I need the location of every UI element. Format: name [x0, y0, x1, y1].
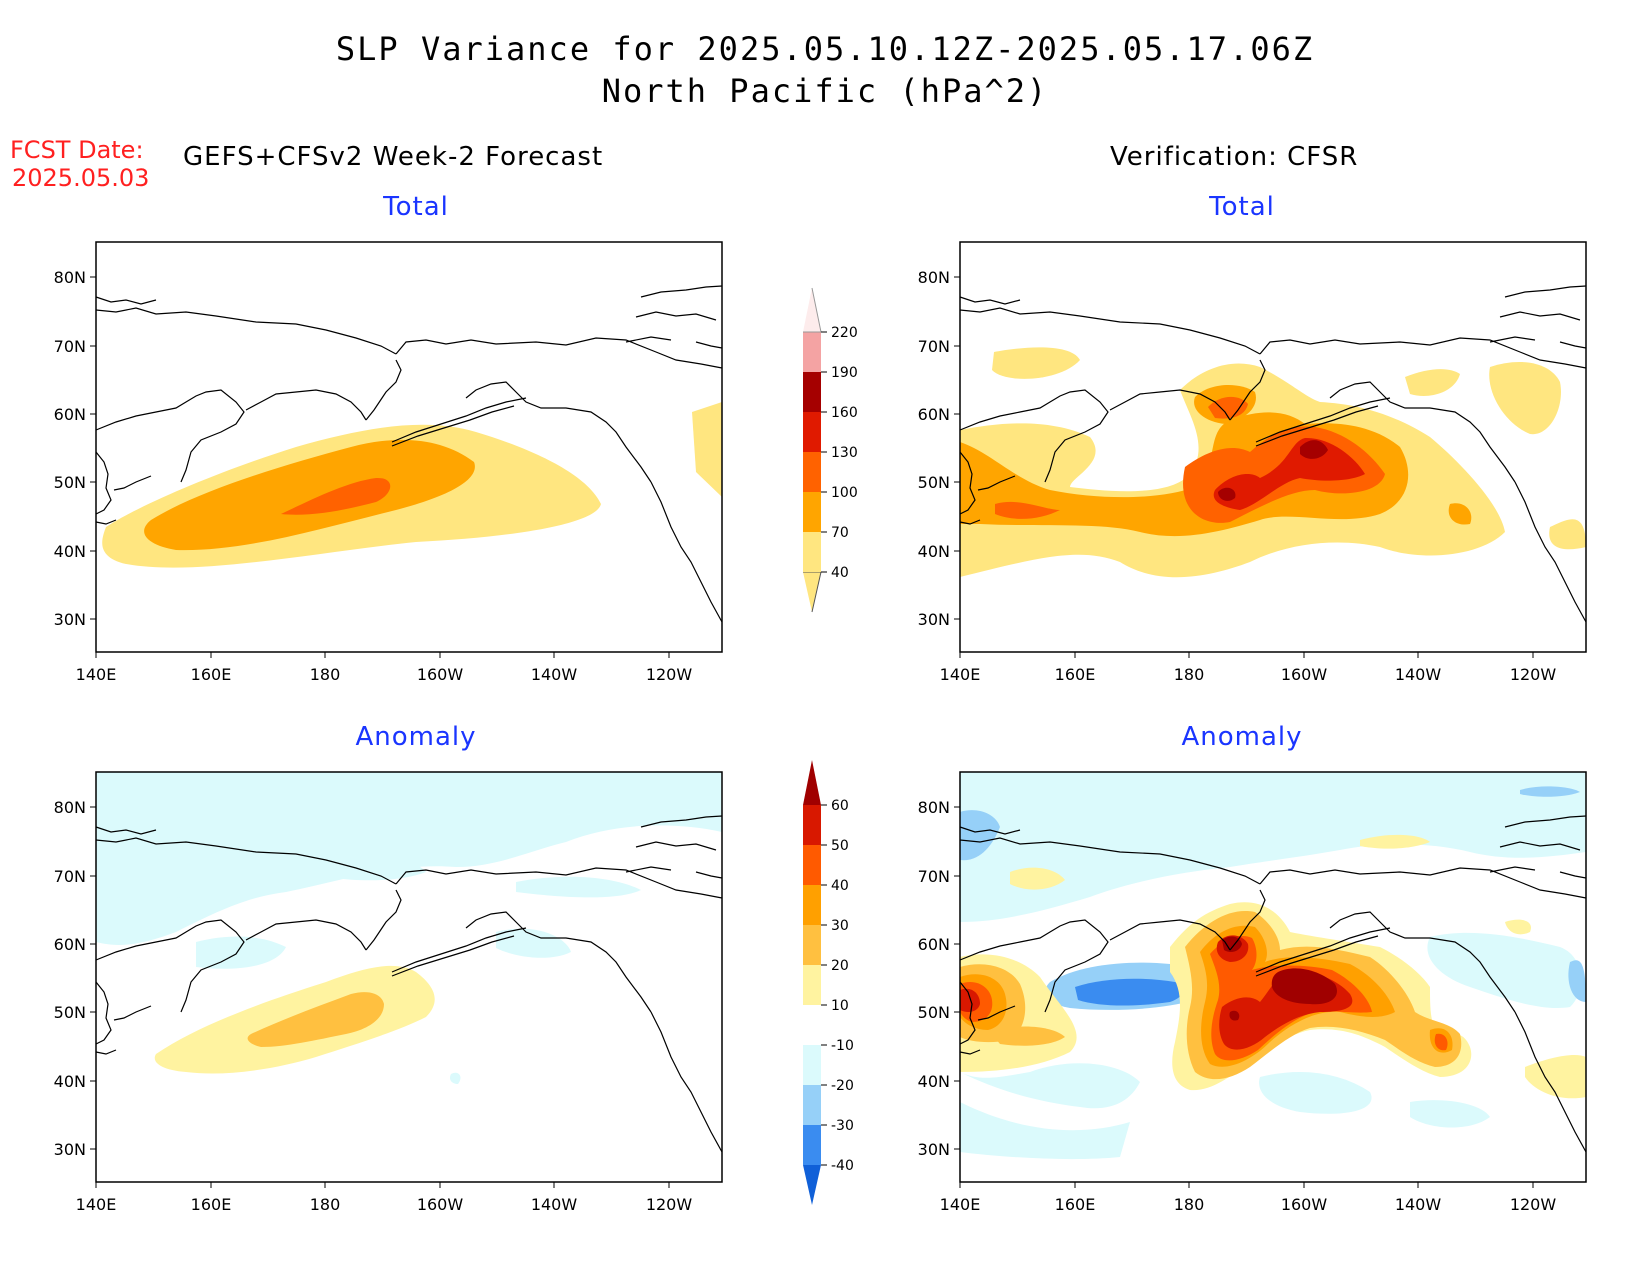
lon-tick-label: 160W	[1281, 1195, 1328, 1214]
colorbar-total-label: 130	[831, 445, 858, 461]
panel-title-forecast-anomaly: Anomaly	[355, 722, 477, 752]
lon-tick-label: 120W	[646, 1195, 693, 1214]
lat-tick-label: 50N	[918, 1003, 950, 1022]
lat-tick-label: 50N	[54, 1003, 86, 1022]
lat-tick-label: 30N	[54, 1140, 86, 1159]
colorbar-total: 40 70 100 130 160 190 220	[803, 287, 858, 613]
lon-tick-label: 140W	[531, 1195, 578, 1214]
lat-tick-label: 70N	[918, 337, 950, 356]
lon-tick-label: 140E	[940, 665, 981, 684]
colorbar-anomaly-label: -40	[831, 1158, 854, 1174]
lat-tick-label: 70N	[918, 867, 950, 886]
colorbar-total-swatch	[803, 532, 821, 572]
colorbar-anomaly-swatch	[803, 1005, 821, 1045]
lat-tick-label: 40N	[918, 542, 950, 561]
colorbar-anomaly-label: 20	[831, 958, 849, 974]
colorbar-anomaly-label: 40	[831, 878, 849, 894]
lat-tick-label: 80N	[918, 268, 950, 287]
colorbar-anomaly-swatch	[803, 965, 821, 1005]
colorbar-total-end-low	[803, 571, 822, 613]
colorbar-total-end-high	[803, 287, 822, 333]
colorbar-anomaly-label: -30	[831, 1118, 854, 1134]
lat-tick-label: 80N	[918, 798, 950, 817]
lon-tick-label: 160W	[1281, 665, 1328, 684]
lon-tick-label: 140E	[940, 1195, 981, 1214]
colorbar-anomaly-swatch	[803, 1085, 821, 1125]
lon-tick-label: 180	[310, 1195, 341, 1214]
colorbar-anomaly-label: -10	[831, 1038, 854, 1054]
lon-tick-label: 140W	[531, 665, 578, 684]
colorbar-anomaly-swatch	[803, 845, 821, 885]
lat-tick-label: 80N	[54, 268, 86, 287]
forecast-header: GEFS+CFSv2 Week-2 Forecast	[183, 142, 604, 172]
lon-tick-label: 120W	[646, 665, 693, 684]
lat-tick-label: 40N	[54, 1072, 86, 1091]
panel-title-verification-anomaly: Anomaly	[1181, 722, 1303, 752]
colorbar-anomaly-swatch	[803, 885, 821, 925]
lon-tick-label: 160E	[191, 1195, 232, 1214]
colorbar-anomaly-label: 60	[831, 798, 849, 814]
lon-tick-label: 120W	[1510, 1195, 1557, 1214]
lon-tick-label: 180	[1174, 665, 1205, 684]
lon-tick-label: 140W	[1395, 1195, 1442, 1214]
lon-tick-label: 160W	[417, 1195, 464, 1214]
panel-title-forecast-total: Total	[383, 192, 449, 222]
lat-tick-label: 60N	[918, 405, 950, 424]
colorbar-total-swatch	[803, 332, 821, 372]
colorbar-anomaly-label: 10	[831, 998, 849, 1014]
fcst-date: 2025.05.03	[12, 164, 150, 192]
colorbar-total-swatch	[803, 372, 821, 412]
colorbar-total-swatch	[803, 412, 821, 452]
colorbar-anomaly-label: 50	[831, 838, 849, 854]
colorbar-anomaly-swatch	[803, 925, 821, 965]
fcst-label: FCST Date:	[10, 136, 144, 164]
lon-tick-label: 140W	[1395, 665, 1442, 684]
lat-tick-label: 80N	[54, 798, 86, 817]
colorbar-anomaly-end-low	[803, 1165, 821, 1205]
colorbar-total-swatch	[803, 492, 821, 532]
lon-tick-label: 160E	[191, 665, 232, 684]
lon-tick-label: 160E	[1055, 1195, 1096, 1214]
main-title: SLP Variance for 2025.05.10.12Z-2025.05.…	[335, 30, 1315, 68]
colorbar-anomaly-swatch	[803, 805, 821, 845]
colorbar-anomaly-swatch	[803, 1125, 821, 1165]
lat-tick-label: 30N	[918, 1140, 950, 1159]
lat-tick-label: 30N	[918, 610, 950, 629]
lon-tick-label: 140E	[76, 1195, 117, 1214]
verification-header: Verification: CFSR	[1110, 142, 1359, 172]
lon-tick-label: 140E	[76, 665, 117, 684]
colorbar-total-label: 40	[831, 565, 849, 581]
lat-tick-label: 40N	[54, 542, 86, 561]
lon-tick-label: 120W	[1510, 665, 1557, 684]
lon-tick-label: 180	[310, 665, 341, 684]
axis-label-layer: 80N 70N 60N 50N 40N 30N 140E 160E 180 160W 140W 120…	[54, 268, 1557, 1214]
lon-tick-label: 160E	[1055, 665, 1096, 684]
lat-tick-label: 40N	[918, 1072, 950, 1091]
lat-tick-label: 60N	[54, 405, 86, 424]
lat-tick-label: 60N	[918, 935, 950, 954]
colorbar-total-label: 70	[831, 525, 849, 541]
lat-tick-label: 50N	[918, 473, 950, 492]
lon-tick-label: 180	[1174, 1195, 1205, 1214]
colorbar-total-label: 220	[831, 325, 858, 341]
lat-tick-label: 70N	[54, 867, 86, 886]
colorbar-anomaly-end-high	[803, 760, 821, 805]
lat-tick-label: 70N	[54, 337, 86, 356]
colorbar-anomaly-label: -20	[831, 1078, 854, 1094]
colorbar-anomaly-label: 30	[831, 918, 849, 934]
colorbar-total-label: 160	[831, 405, 858, 421]
lat-tick-label: 30N	[54, 610, 86, 629]
colorbar-anomaly-swatch	[803, 1045, 821, 1085]
lon-tick-label: 160W	[417, 665, 464, 684]
lat-tick-label: 60N	[54, 935, 86, 954]
colorbar-anomaly: -40 -30 -20 -10 10 20 30 40 50 60	[803, 760, 854, 1205]
colorbar-total-swatch	[803, 452, 821, 492]
panel-title-verification-total: Total	[1209, 192, 1275, 222]
lat-tick-label: 50N	[54, 473, 86, 492]
colorbar-total-label: 190	[831, 365, 858, 381]
colorbar-total-label: 100	[831, 485, 858, 501]
main-subtitle: North Pacific (hPa^2)	[601, 72, 1049, 110]
